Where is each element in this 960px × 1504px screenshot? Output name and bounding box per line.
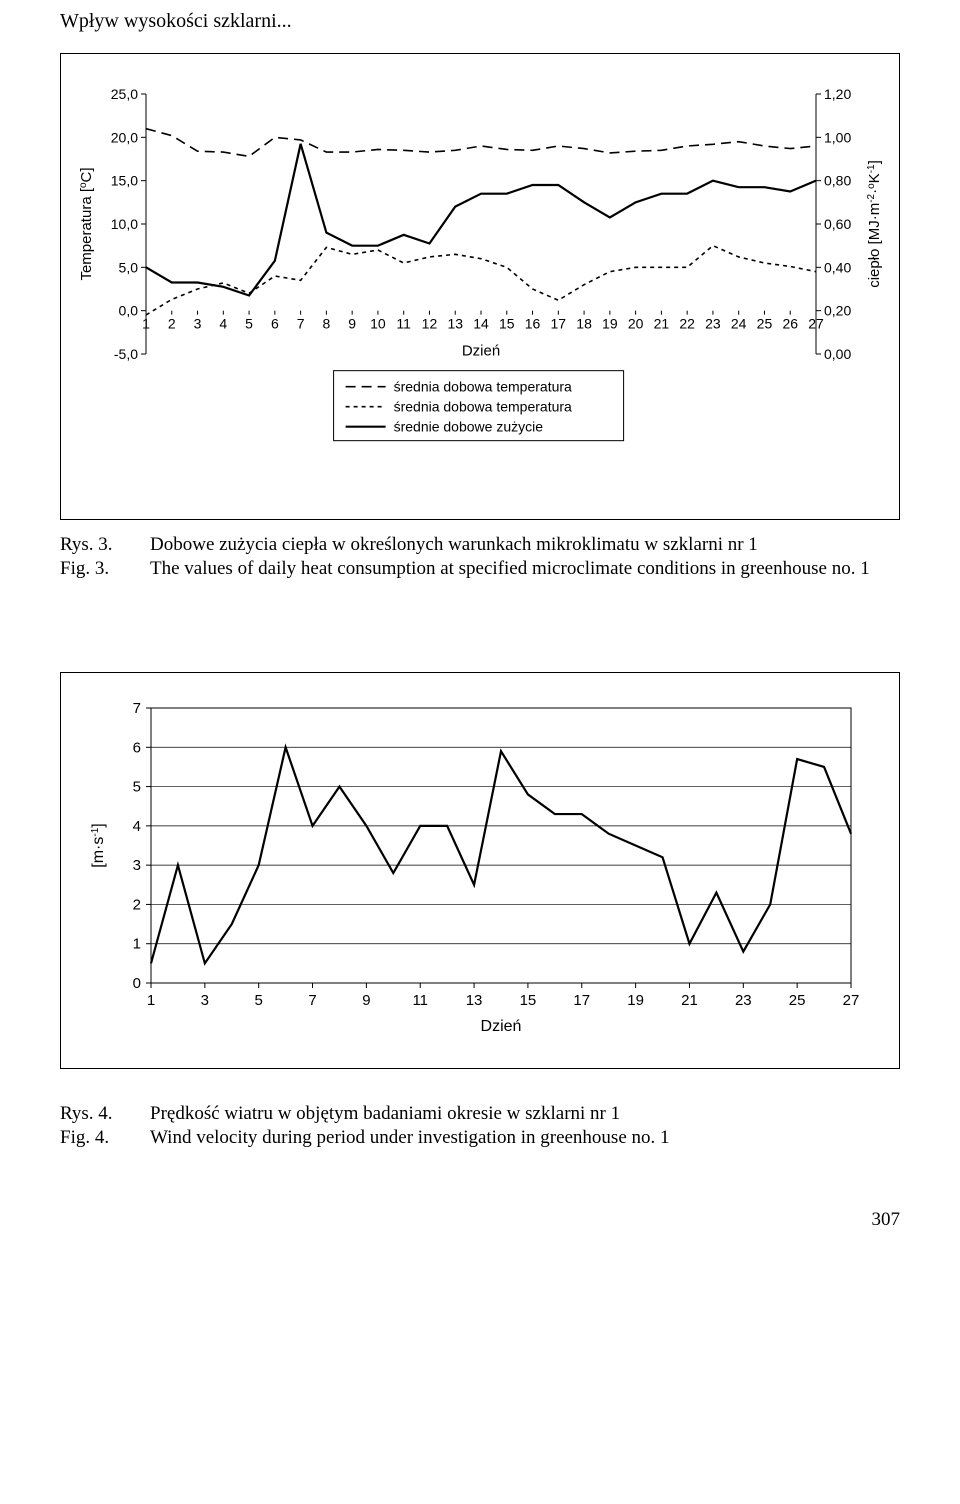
svg-text:5,0: 5,0 (119, 259, 139, 275)
caption2-fig-text: Wind velocity during period under invest… (150, 1127, 900, 1149)
svg-text:Dzień: Dzień (462, 343, 500, 360)
svg-text:ciepło [MJ·m-2·oK-1]: ciepło [MJ·m-2·oK-1] (866, 160, 884, 288)
svg-text:27: 27 (843, 992, 860, 1009)
page-number: 307 (60, 1209, 900, 1231)
svg-text:[m·s-1]: [m·s-1] (90, 823, 108, 867)
svg-text:1: 1 (133, 936, 141, 953)
svg-text:1: 1 (147, 992, 155, 1009)
svg-text:17: 17 (573, 992, 590, 1009)
page-running-title: Wpływ wysokości szklarni... (60, 0, 900, 53)
svg-text:7: 7 (133, 700, 141, 717)
svg-text:13: 13 (466, 992, 483, 1009)
svg-text:0,0: 0,0 (119, 303, 139, 319)
caption2-rys-text: Prędkość wiatru w objętym badaniami okre… (150, 1103, 900, 1125)
caption2-rys: Rys. 4. Prędkość wiatru w objętym badani… (60, 1103, 900, 1125)
svg-text:średnia dobowa temperatura: średnia dobowa temperatura (394, 399, 572, 415)
svg-text:5: 5 (245, 316, 253, 332)
svg-text:Temperatura [oC]: Temperatura [oC] (78, 167, 96, 280)
svg-text:0,60: 0,60 (824, 216, 851, 232)
svg-text:9: 9 (362, 992, 370, 1009)
svg-text:24: 24 (731, 316, 747, 332)
chart1-svg: -5,0 0,0 5,0 10,0 15,0 20,0 25,0 0,00 0,20 0,40 0,… (71, 84, 891, 504)
caption1-fig-text: The values of daily heat consumption at … (150, 558, 900, 580)
svg-text:3: 3 (133, 857, 141, 874)
svg-text:8: 8 (322, 316, 330, 332)
svg-text:3: 3 (201, 992, 209, 1009)
svg-text:średnie dobowe zużycie: średnie dobowe zużycie (394, 419, 544, 435)
svg-text:19: 19 (627, 992, 644, 1009)
caption2-fig-label: Fig. 4. (60, 1127, 150, 1149)
caption2-fig: Fig. 4. Wind velocity during period unde… (60, 1127, 900, 1149)
svg-text:Dzień: Dzień (481, 1018, 522, 1035)
svg-text:5: 5 (133, 779, 141, 796)
svg-text:23: 23 (735, 992, 752, 1009)
svg-text:25: 25 (757, 316, 773, 332)
svg-text:25,0: 25,0 (111, 86, 138, 102)
svg-text:-5,0: -5,0 (114, 346, 138, 362)
svg-text:1,00: 1,00 (824, 129, 851, 145)
svg-text:23: 23 (705, 316, 721, 332)
svg-text:0,00: 0,00 (824, 346, 851, 362)
svg-text:26: 26 (782, 316, 798, 332)
svg-text:11: 11 (396, 316, 411, 332)
svg-text:4: 4 (219, 316, 227, 332)
svg-text:19: 19 (602, 316, 618, 332)
svg-text:18: 18 (576, 316, 592, 332)
svg-text:2: 2 (133, 896, 141, 913)
chart2-svg: 0123456713579111315171921232527Dzień[m·s… (81, 693, 871, 1053)
svg-text:7: 7 (308, 992, 316, 1009)
svg-text:10: 10 (370, 316, 386, 332)
svg-text:21: 21 (654, 316, 670, 332)
svg-text:2: 2 (168, 316, 176, 332)
svg-text:15: 15 (520, 992, 537, 1009)
svg-text:1,20: 1,20 (824, 86, 851, 102)
svg-text:17: 17 (551, 316, 567, 332)
caption1-rys-label: Rys. 3. (60, 534, 150, 556)
svg-text:20,0: 20,0 (111, 129, 138, 145)
svg-text:12: 12 (422, 316, 438, 332)
svg-text:średnia dobowa temperatura: średnia dobowa temperatura (394, 379, 572, 395)
chart1-container: -5,0 0,0 5,0 10,0 15,0 20,0 25,0 0,00 0,20 0,40 0,… (60, 53, 900, 520)
svg-text:14: 14 (473, 316, 489, 332)
svg-text:25: 25 (789, 992, 806, 1009)
caption2-rys-label: Rys. 4. (60, 1103, 150, 1125)
chart2-container: 0123456713579111315171921232527Dzień[m·s… (60, 672, 900, 1069)
caption1-fig: Fig. 3. The values of daily heat consump… (60, 558, 900, 580)
caption1-rys: Rys. 3. Dobowe zużycia ciepła w określon… (60, 534, 900, 556)
caption1-fig-label: Fig. 3. (60, 558, 150, 580)
svg-text:6: 6 (133, 739, 141, 756)
svg-text:6: 6 (271, 316, 279, 332)
svg-text:0,40: 0,40 (824, 259, 851, 275)
svg-text:13: 13 (447, 316, 463, 332)
svg-text:20: 20 (628, 316, 644, 332)
svg-text:0: 0 (133, 975, 141, 992)
svg-text:15,0: 15,0 (111, 173, 138, 189)
svg-text:22: 22 (679, 316, 695, 332)
svg-text:10,0: 10,0 (111, 216, 138, 232)
svg-text:21: 21 (681, 992, 698, 1009)
svg-text:7: 7 (297, 316, 305, 332)
svg-text:0,20: 0,20 (824, 303, 851, 319)
svg-text:15: 15 (499, 316, 515, 332)
svg-text:0,80: 0,80 (824, 173, 851, 189)
svg-text:11: 11 (412, 992, 428, 1009)
svg-text:4: 4 (133, 818, 141, 835)
svg-text:9: 9 (348, 316, 356, 332)
svg-text:16: 16 (525, 316, 541, 332)
svg-text:3: 3 (194, 316, 202, 332)
svg-text:5: 5 (255, 992, 263, 1009)
caption1-rys-text: Dobowe zużycia ciepła w określonych waru… (150, 534, 900, 556)
